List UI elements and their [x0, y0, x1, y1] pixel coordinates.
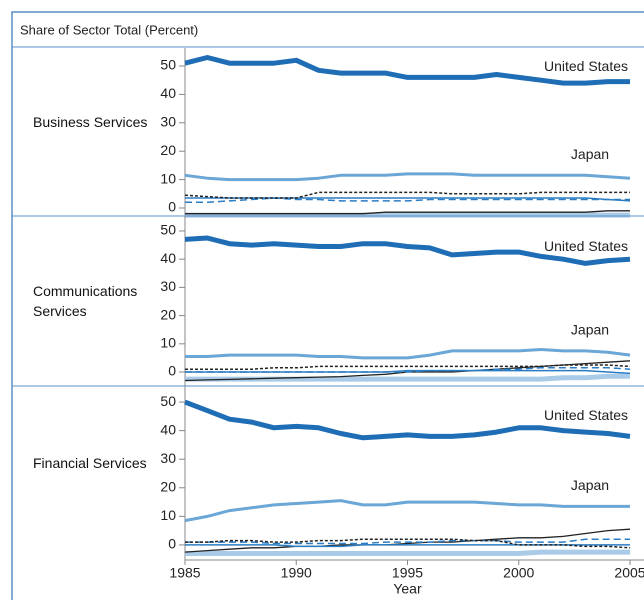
y-tick-label: 50	[160, 57, 176, 73]
series-line	[185, 549, 630, 556]
header: Share of Sector Total (Percent)	[20, 22, 198, 37]
y-tick-label: 0	[168, 363, 176, 379]
y-tick-label: 20	[160, 306, 176, 322]
series-line	[185, 348, 631, 360]
x-tick-label: 1990	[281, 565, 312, 581]
y-tick-label: 10	[160, 335, 176, 351]
x-axis-label: Year	[393, 581, 422, 597]
y-tick-label: 10	[160, 507, 176, 523]
y-tick-label: 30	[160, 114, 176, 130]
y-tick-label: 0	[168, 536, 176, 552]
series-label: Japan	[571, 146, 609, 162]
y-tick-label: 20	[160, 478, 176, 494]
y-tick-label: 50	[160, 222, 176, 238]
panel-title: Business Services	[33, 114, 148, 130]
y-tick-label: 50	[160, 393, 176, 409]
x-tick-label: 1985	[169, 565, 200, 581]
y-tick-label: 40	[160, 421, 176, 437]
series-label: Japan	[571, 477, 609, 493]
y-tick-label: 40	[160, 250, 176, 266]
x-tick-label: 2005	[614, 565, 644, 581]
y-tick-label: 0	[168, 199, 176, 215]
series-label: Japan	[571, 322, 609, 338]
series-line	[184, 235, 631, 266]
panel-title: Communications Services	[33, 283, 138, 319]
series-label: United States	[544, 407, 628, 423]
y-tick-label: 10	[160, 170, 176, 186]
series-line	[184, 172, 631, 182]
y-tick-label: 40	[160, 85, 176, 101]
series-line	[184, 528, 631, 553]
series-line	[185, 544, 630, 548]
series-line	[184, 399, 631, 441]
panel-title: Financial Services	[33, 455, 147, 471]
x-tick-label: 1995	[392, 565, 423, 581]
series-line	[184, 499, 630, 523]
series-line	[185, 364, 631, 370]
series-line	[185, 369, 631, 375]
x-tick-label: 2000	[503, 565, 534, 581]
series-line	[185, 538, 631, 549]
series-line	[185, 197, 631, 202]
series-line	[184, 191, 630, 199]
y-tick-label: 20	[160, 142, 176, 158]
frame	[11, 11, 644, 600]
series-line	[185, 538, 630, 545]
series-line	[184, 55, 630, 86]
y-tick-label: 30	[160, 450, 176, 466]
series-line	[185, 210, 630, 215]
series-label: United States	[544, 58, 628, 74]
y-tick-label: 30	[160, 278, 176, 294]
series-line	[185, 367, 631, 373]
series-label: United States	[544, 238, 628, 254]
series-line	[185, 197, 630, 204]
